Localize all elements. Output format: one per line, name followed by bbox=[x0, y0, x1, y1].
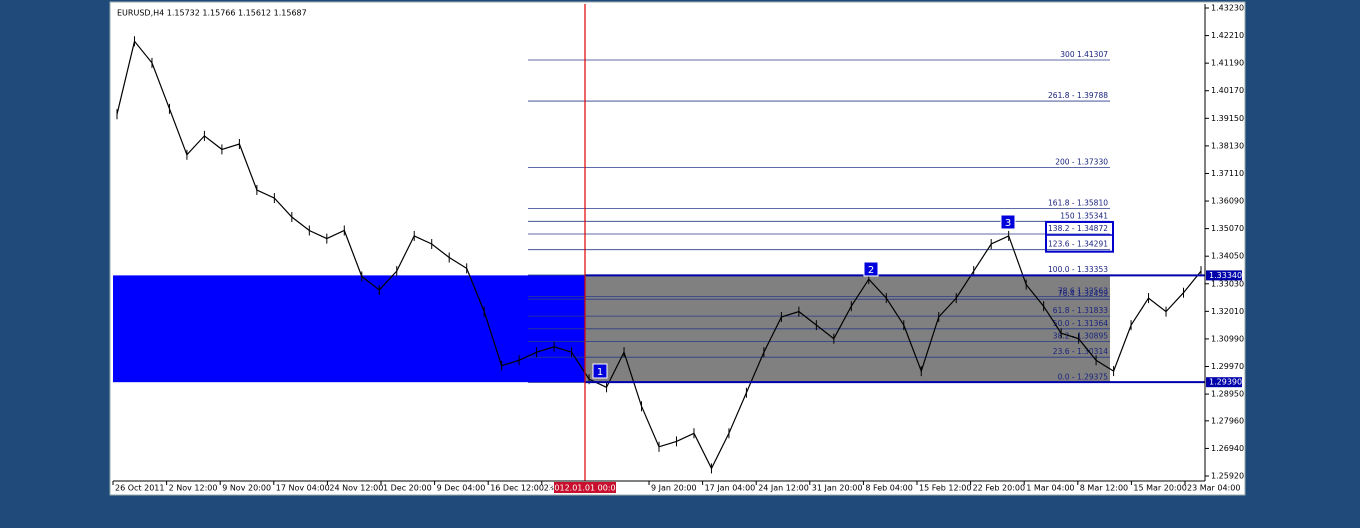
time-label: 1 Mar 04:00 bbox=[1026, 484, 1074, 493]
level-tag bbox=[1206, 270, 1242, 281]
time-label: 9 Dec 04:00 bbox=[437, 484, 486, 493]
fib-label: 76.4 1.32459 bbox=[1058, 289, 1108, 298]
chart-window bbox=[109, 1, 1246, 496]
wave-label: 2 bbox=[868, 265, 874, 276]
fib-label: 23.6 - 1.30314 bbox=[1053, 347, 1108, 356]
price-tick-label: 1.30990 bbox=[1211, 334, 1244, 343]
fib-label: 50.0 - 1.31364 bbox=[1053, 319, 1108, 328]
fib-label: 100.0 - 1.33353 bbox=[1048, 265, 1108, 274]
wave-box bbox=[863, 261, 879, 277]
price-tick-label: 1.36090 bbox=[1211, 197, 1244, 206]
price-tick-label: 1.43230 bbox=[1211, 4, 1244, 13]
price-tick-label: 1.34050 bbox=[1211, 252, 1244, 261]
fib-label: 38.2 - 1.30895 bbox=[1053, 331, 1108, 340]
price-tick-label: 1.40170 bbox=[1211, 86, 1244, 95]
price-tick-label: 1.37110 bbox=[1211, 169, 1244, 178]
time-label: 9 Nov 20:00 bbox=[222, 484, 271, 493]
wave-box bbox=[592, 363, 608, 379]
blue-zone bbox=[113, 275, 585, 383]
time-label: 26 Oct 2011 bbox=[115, 484, 164, 493]
cursor-time-label: 2012.01.01 00:00 bbox=[549, 484, 620, 493]
time-label: 24 Jan 12:00 bbox=[758, 484, 809, 493]
time-label: 17 Jan 04:00 bbox=[705, 484, 756, 493]
time-label: 22 Feb 20:00 bbox=[973, 484, 1025, 493]
fib-label: 0.0 - 1.29375 bbox=[1058, 373, 1109, 382]
time-label: 15 Feb 12:00 bbox=[919, 484, 971, 493]
price-tick-label: 1.41190 bbox=[1211, 59, 1244, 68]
time-label: 9 Jan 20:00 bbox=[651, 484, 697, 493]
fib-label: 200 - 1.37330 bbox=[1055, 158, 1108, 167]
time-label: 24 Nov 12:00 bbox=[329, 484, 383, 493]
time-label: 23 D bbox=[544, 484, 563, 493]
time-label: 23 Mar 04:00 bbox=[1187, 484, 1240, 493]
price-tick-label: 1.35070 bbox=[1211, 224, 1244, 233]
price-tick-label: 1.32010 bbox=[1211, 307, 1244, 316]
fib-label: 138.2 - 1.34872 bbox=[1048, 224, 1108, 233]
price-tick-label: 1.26940 bbox=[1211, 444, 1244, 453]
time-label: 17 Nov 04:00 bbox=[276, 484, 330, 493]
cursor-time-tag bbox=[554, 482, 616, 493]
price-tick-label: 1.29970 bbox=[1211, 362, 1244, 371]
time-label: 16 Dec 12:00 bbox=[490, 484, 544, 493]
time-label: 31 Jan 20:00 bbox=[812, 484, 863, 493]
price-tick-label: 1.38130 bbox=[1211, 141, 1244, 150]
price-tick-label: 1.42210 bbox=[1211, 31, 1244, 40]
wave-box bbox=[1000, 214, 1016, 230]
fib-label: 123.6 - 1.34291 bbox=[1048, 240, 1108, 249]
wave-label: 1 bbox=[597, 367, 603, 378]
price-tick-label: 1.25920 bbox=[1211, 472, 1244, 481]
symbol-header: EURUSD,H4 1.15732 1.15766 1.15612 1.1568… bbox=[117, 9, 307, 18]
time-label: 2 Nov 12:00 bbox=[169, 484, 218, 493]
time-label: 1 Dec 20:00 bbox=[383, 484, 432, 493]
fib-label: 261.8 - 1.39788 bbox=[1048, 91, 1108, 100]
level-tag-label: 1.33340 bbox=[1209, 271, 1242, 280]
fib-label: 300 1.41307 bbox=[1060, 50, 1108, 59]
time-label: 15 Mar 20:00 bbox=[1133, 484, 1186, 493]
fib-label: 78.6 1.32563 bbox=[1058, 286, 1108, 295]
time-label: 8 Feb 04:00 bbox=[865, 484, 912, 493]
price-tick-label: 1.28950 bbox=[1211, 390, 1244, 399]
level-tag-label: 1.29390 bbox=[1209, 378, 1242, 387]
time-label: 8 Mar 12:00 bbox=[1080, 484, 1128, 493]
fib-label: 61.8 - 1.31833 bbox=[1053, 306, 1108, 315]
wave-label: 3 bbox=[1005, 218, 1011, 229]
fib-highlight bbox=[1045, 220, 1114, 253]
price-tick-label: 1.27960 bbox=[1211, 416, 1244, 425]
level-tag bbox=[1206, 377, 1242, 388]
price-tick-label: 1.39150 bbox=[1211, 114, 1244, 123]
fib-label: 150 1.35341 bbox=[1060, 211, 1108, 220]
fib-label: 161.8 - 1.35810 bbox=[1048, 199, 1108, 208]
price-tick-label: 1.33030 bbox=[1211, 279, 1244, 288]
